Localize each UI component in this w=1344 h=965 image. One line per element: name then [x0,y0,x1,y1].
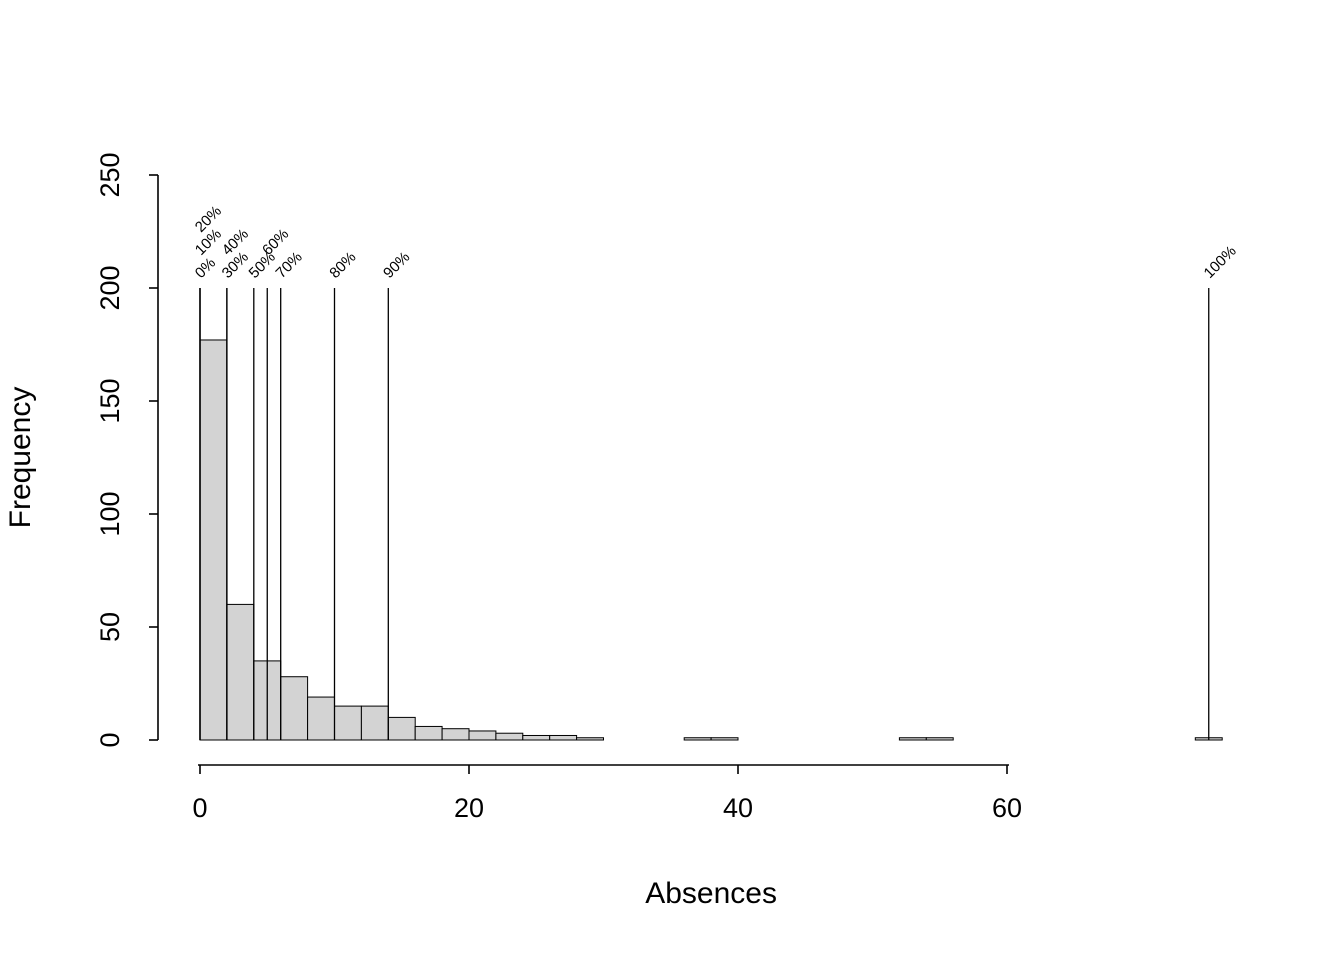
histogram-bar [925,737,954,741]
y-axis-title: Frequency [4,387,37,529]
histogram-bar [549,734,578,741]
histogram-bar [414,725,443,741]
x-tick-label: 0 [192,793,207,823]
y-tick-label: 100 [95,491,125,536]
x-axis-title: Absences [645,877,777,910]
histogram-bar [360,705,389,741]
y-tick-label: 150 [95,378,125,423]
percentile-label: 70% [273,249,306,282]
y-tick-label: 250 [95,152,125,197]
y-tick-label: 50 [95,612,125,642]
histogram-bar [199,339,228,741]
percentile-label: 40% [219,226,252,259]
histogram-bar [710,737,739,741]
percentile-label: 90% [380,249,413,282]
x-tick-label: 20 [454,793,484,823]
histogram-bar [522,734,551,741]
histogram-bar [683,737,712,741]
histogram-bar [307,696,336,741]
percentile-label: 0% [192,254,219,281]
histogram-bar [226,603,255,741]
y-tick-label: 200 [95,265,125,310]
percentile-label: 20% [192,203,225,236]
y-tick-label: 0 [95,732,125,747]
histogram-bar [441,728,470,741]
percentile-label: 100% [1201,243,1240,282]
histogram-bar [576,737,604,741]
x-tick-label: 60 [992,793,1022,823]
histogram-bar [495,732,524,741]
x-tick-label: 40 [723,793,753,823]
percentile-label: 80% [326,249,359,282]
histogram-bar [898,737,927,741]
histogram-bar [468,730,497,741]
histogram-bar [280,676,309,741]
histogram-bar [334,705,362,741]
histogram-bar [387,716,416,741]
